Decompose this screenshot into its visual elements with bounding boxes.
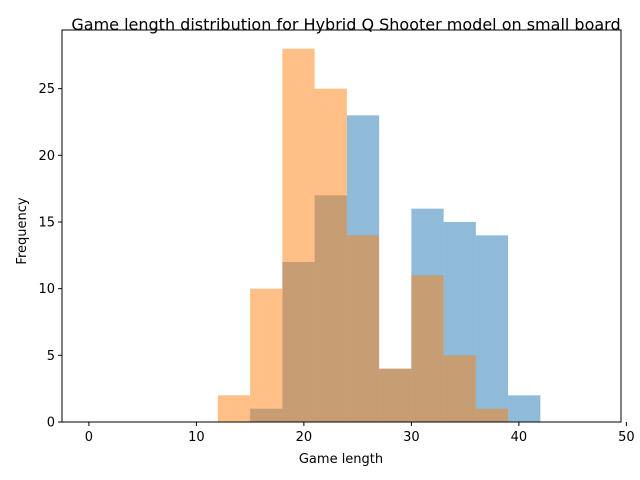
bar-series-1-bin-8 xyxy=(475,235,509,422)
x-tick-label: 0 xyxy=(85,430,93,445)
x-tick-label: 30 xyxy=(403,430,420,445)
y-axis: 0 5 10 15 20 25 xyxy=(38,82,62,431)
y-axis-label: Frequency xyxy=(15,197,30,264)
bar-series-2-bin-4 xyxy=(346,235,380,422)
bar-series-2-bin-8 xyxy=(475,408,509,422)
bars-group xyxy=(217,48,541,423)
bar-series-2-bin-1 xyxy=(250,288,283,422)
x-axis-label: Game length xyxy=(299,452,383,467)
bar-series-2-bin-6 xyxy=(411,275,444,422)
bar-series-2-bin-7 xyxy=(443,355,476,422)
x-tick-label: 20 xyxy=(296,430,313,445)
y-tick-label: 0 xyxy=(47,416,55,431)
plot-frame xyxy=(61,29,622,423)
chart-title: Game length distribution for Hybrid Q Sh… xyxy=(71,15,620,34)
bar-series-2-bin-3 xyxy=(314,88,347,423)
bar-series-1-bin-9 xyxy=(508,395,541,422)
y-tick-label: 25 xyxy=(38,82,55,97)
y-tick-label: 20 xyxy=(38,149,55,164)
bar-series-2-bin-2 xyxy=(282,48,315,423)
x-tick-label: 10 xyxy=(188,430,205,445)
y-tick-label: 15 xyxy=(38,216,55,231)
y-tick-label: 10 xyxy=(38,282,55,297)
x-axis: 0 10 20 30 40 50 xyxy=(85,422,635,445)
x-tick-label: 50 xyxy=(618,430,635,445)
bar-series-2-bin-0 xyxy=(217,395,251,422)
x-tick-label: 40 xyxy=(511,430,528,445)
bar-series-2-bin-5 xyxy=(379,368,412,422)
y-tick-label: 5 xyxy=(47,349,55,364)
